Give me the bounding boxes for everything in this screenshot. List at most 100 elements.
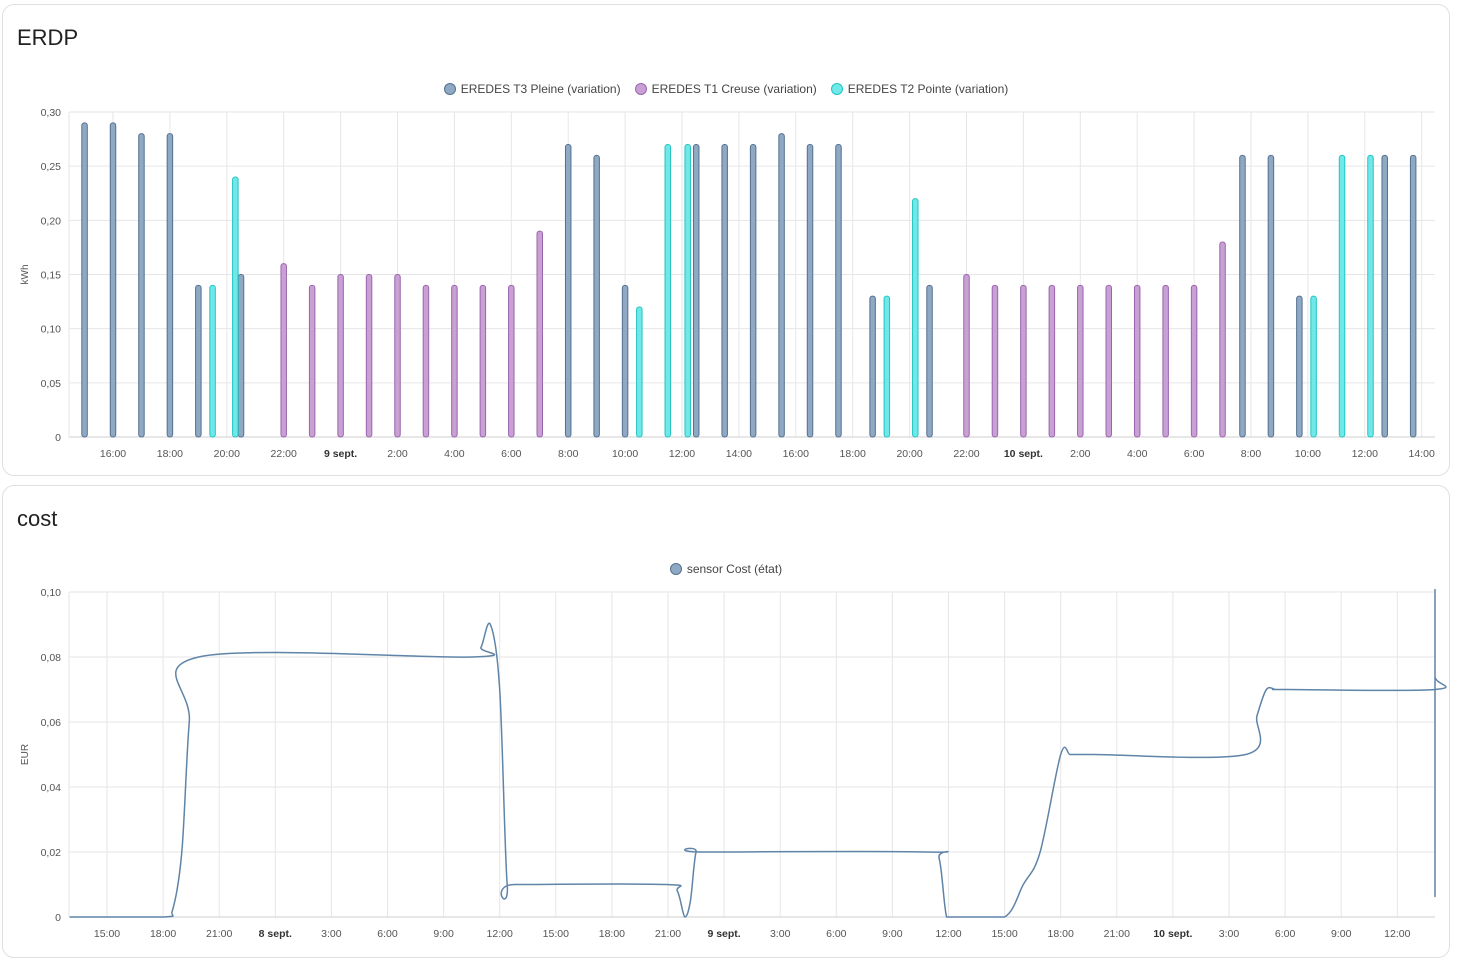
y-tick-label: 0,04	[41, 782, 62, 794]
legend-label-t3: EREDES T3 Pleine (variation)	[460, 82, 621, 96]
bar	[869, 295, 876, 438]
y-tick-label: 0,10	[41, 587, 62, 599]
bar	[232, 176, 239, 438]
x-tick-label: 6:00	[501, 448, 522, 460]
bar	[337, 274, 344, 438]
x-tick-label: 18:00	[1048, 928, 1074, 940]
bar	[1267, 154, 1275, 438]
bar	[835, 144, 842, 438]
bar	[926, 284, 933, 438]
y-tick-label: 0,08	[41, 652, 62, 664]
bar	[237, 274, 245, 438]
x-tick-label: 9 sept.	[324, 448, 357, 460]
y-tick-label: 0,30	[41, 107, 62, 119]
x-tick-label: 8:00	[558, 448, 579, 460]
bar	[564, 144, 572, 438]
bar	[778, 133, 785, 438]
x-tick-label: 8:00	[1241, 448, 1262, 460]
legend-item-cost[interactable]: sensor Cost (état)	[669, 562, 783, 576]
bar	[721, 144, 728, 438]
chart-legend: sensor Cost (état)	[3, 562, 1449, 576]
x-tick-label: 4:00	[444, 448, 465, 460]
bar	[422, 284, 430, 438]
bar	[883, 295, 891, 438]
y-tick-label: 0	[55, 432, 61, 444]
x-tick-label: 12:00	[1384, 928, 1410, 940]
erdp-bar-chart: 0 0,05 0,10 0,15 0,20 0,25 0,30 16:00 18:00 20:00…	[20, 107, 1435, 460]
bar	[1239, 154, 1246, 438]
bar	[508, 284, 515, 438]
y-tick-label: 0,05	[41, 378, 62, 390]
legend-swatch-t1	[634, 83, 647, 95]
bar-series-2	[209, 144, 1374, 438]
x-tick-label: 14:00	[1409, 448, 1435, 460]
card-title: ERDP	[17, 25, 79, 50]
legend-item-t2[interactable]: EREDES T2 Pointe (variation)	[830, 82, 1008, 96]
bar	[1105, 284, 1112, 438]
x-tick-label: 3:00	[1219, 928, 1240, 940]
x-tick-label: 10:00	[1295, 448, 1321, 460]
bar	[1367, 154, 1374, 438]
x-tick-label: 18:00	[599, 928, 625, 940]
bar	[308, 284, 316, 438]
x-tick-label: 22:00	[953, 448, 979, 460]
y-axis-label: EUR	[20, 744, 31, 765]
bar	[451, 284, 458, 438]
x-tick-label: 18:00	[150, 928, 176, 940]
cost-line-chart: 0 0,02 0,04 0,06 0,08 0,10 15:00 18:00 21:00 8 se…	[20, 587, 1447, 940]
bar	[621, 284, 629, 438]
x-tick-label: 21:00	[1104, 928, 1130, 940]
bar	[138, 133, 145, 438]
x-tick-label: 12:00	[669, 448, 695, 460]
bar	[749, 144, 757, 438]
y-tick-label: 0,06	[41, 717, 62, 729]
bar	[1162, 284, 1169, 438]
bar	[1048, 284, 1056, 438]
x-tick-label: 15:00	[94, 928, 120, 940]
x-tick-label: 12:00	[487, 928, 513, 940]
x-tick-label: 21:00	[206, 928, 232, 940]
legend-item-t3[interactable]: EREDES T3 Pleine (variation)	[443, 82, 621, 96]
cost-series-line	[69, 588, 1447, 918]
bar	[1310, 295, 1317, 438]
bar	[806, 144, 814, 438]
y-tick-label: 0,20	[41, 215, 62, 227]
x-tick-label: 6:00	[1184, 448, 1205, 460]
x-tick-label: 12:00	[935, 928, 961, 940]
x-tick-label: 9:00	[433, 928, 454, 940]
x-tick-label: 12:00	[1352, 448, 1378, 460]
bar	[1219, 241, 1226, 438]
x-tick-label: 10 sept.	[1004, 448, 1043, 460]
bar	[109, 122, 117, 438]
bar	[1190, 284, 1198, 438]
x-tick-label: 9:00	[1331, 928, 1352, 940]
bar	[593, 154, 600, 438]
bar	[81, 122, 88, 438]
legend-swatch-t2	[830, 83, 843, 95]
bar	[991, 284, 999, 438]
bar	[664, 144, 672, 438]
x-tick-label: 14:00	[726, 448, 752, 460]
y-axis-label: kWh	[20, 265, 31, 285]
x-tick-label: 9 sept.	[707, 928, 740, 940]
legend-label-cost: sensor Cost (état)	[686, 562, 783, 576]
y-tick-label: 0,02	[41, 847, 62, 859]
erdp-card: ERDP EREDES T3 Pleine (variation) EREDES…	[2, 4, 1450, 476]
bar	[536, 230, 543, 438]
y-tick-label: 0,10	[41, 324, 62, 336]
x-tick-label: 22:00	[271, 448, 297, 460]
x-tick-label: 4:00	[1127, 448, 1148, 460]
bar	[365, 274, 373, 438]
bar	[1338, 154, 1346, 438]
x-tick-label: 16:00	[100, 448, 126, 460]
bar	[195, 284, 202, 438]
bar	[280, 263, 287, 438]
legend-item-t1[interactable]: EREDES T1 Creuse (variation)	[634, 82, 817, 96]
legend-swatch-cost	[669, 563, 682, 575]
x-tick-label: 2:00	[1070, 448, 1091, 460]
bar-series-0	[81, 122, 1417, 438]
y-tick-label: 0,25	[41, 161, 62, 173]
bar	[1409, 154, 1417, 438]
bar	[166, 133, 174, 438]
bar	[1296, 295, 1303, 438]
